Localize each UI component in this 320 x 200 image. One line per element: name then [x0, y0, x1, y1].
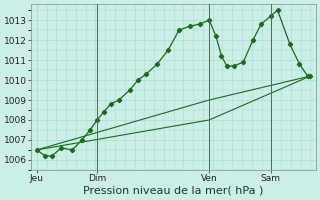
X-axis label: Pression niveau de la mer( hPa ): Pression niveau de la mer( hPa ) [84, 186, 264, 196]
